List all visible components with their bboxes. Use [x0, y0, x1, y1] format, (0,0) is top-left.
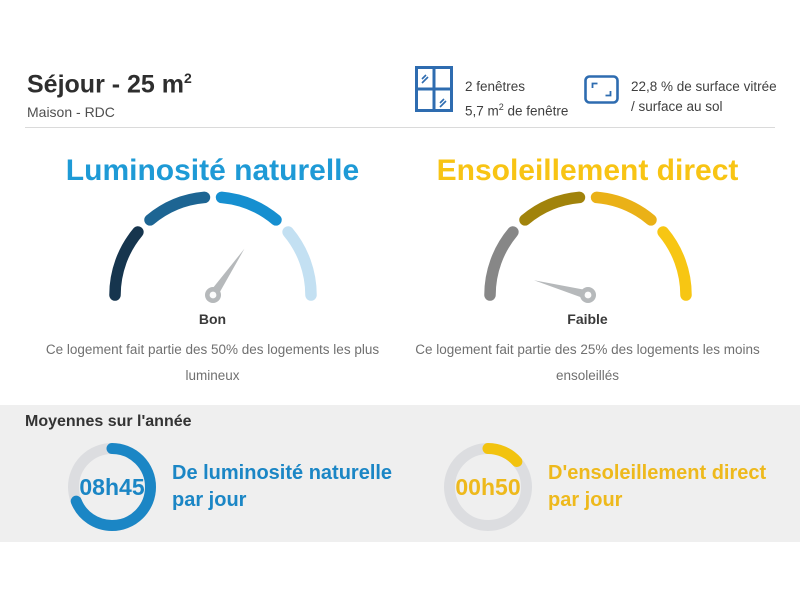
gauge-direct-sun: Ensoleillement direct Faible Ce logement… [400, 140, 775, 389]
header: Séjour - 25 m2 Maison - RDC [27, 64, 192, 120]
glazing-ratio: 22,8 % de surface vitrée [631, 79, 777, 94]
sun-hours-label: D'ensoleillement direct par jour [548, 460, 766, 514]
daylight-hours-value: 08h45 [79, 473, 145, 500]
sun-hours-ring-chart [444, 443, 532, 531]
windows-count: 2 fenêtres [465, 79, 526, 94]
gauge-natural-light-title: Luminosité naturelle [65, 154, 360, 187]
daylight-hours-label: De luminosité naturelle par jour [172, 460, 392, 514]
windows-area-suffix: de fenêtre [503, 103, 569, 119]
page-title-sup: 2 [184, 70, 192, 86]
gauge-natural-light-dial [108, 191, 317, 303]
daylight-hours-ring: 08h45 [68, 443, 156, 531]
windows-area: 5,7 m2 de fenêtre [465, 97, 568, 122]
yearly-averages-section: Moyennes sur l'année 08h45 De luminosité… [0, 405, 800, 542]
glazed-surface-icon [584, 75, 619, 104]
gauge-natural-light-caption: Ce logement fait partie des 50% des loge… [45, 342, 380, 383]
sun-hours-value: 00h50 [455, 473, 521, 500]
gauge-direct-sun-title: Ensoleillement direct [436, 154, 739, 187]
yearly-averages-title: Moyennes sur l'année [25, 413, 192, 430]
page-subtitle: Maison - RDC [27, 104, 115, 121]
windows-info: 2 fenêtres 5,7 m2 de fenêtre [415, 66, 568, 122]
glazing-ratio-suffix: / surface au sol [631, 99, 723, 114]
gauge-direct-sun-dial [483, 191, 692, 303]
daylight-hours-label-line2: par jour [172, 489, 247, 511]
window-icon [415, 66, 453, 112]
sun-hours-label-line1: D'ensoleillement direct [548, 462, 767, 484]
gauge-direct-sun-caption: Ce logement fait partie des 25% des loge… [415, 342, 760, 383]
gauge-natural-light-rating: Bon [198, 311, 227, 327]
gauge-natural-light: Luminosité naturelle Bon Ce logement fai… [25, 140, 400, 389]
gauge-direct-sun-rating: Faible [567, 311, 608, 327]
header-divider [25, 127, 775, 128]
windows-area-value: 5,7 m [465, 103, 499, 119]
windows-area-sup: 2 [498, 102, 504, 112]
windows-info-text: 2 fenêtres 5,7 m2 de fenêtre [465, 66, 568, 122]
glazing-info: 22,8 % de surface vitrée / surface au so… [584, 66, 777, 117]
daylight-hours-label-line1: De luminosité naturelle [172, 462, 393, 484]
page-title-text: Séjour - 25 m [27, 70, 184, 99]
sun-hours-ring: 00h50 [444, 443, 532, 531]
gauges-section: Luminosité naturelle Bon Ce logement fai… [25, 140, 775, 389]
sun-hours-label-line2: par jour [548, 489, 623, 511]
glazing-info-text: 22,8 % de surface vitrée / surface au so… [631, 66, 777, 117]
daylight-hours-ring-chart [68, 443, 156, 531]
page-title: Séjour - 25 m2 [27, 64, 192, 98]
